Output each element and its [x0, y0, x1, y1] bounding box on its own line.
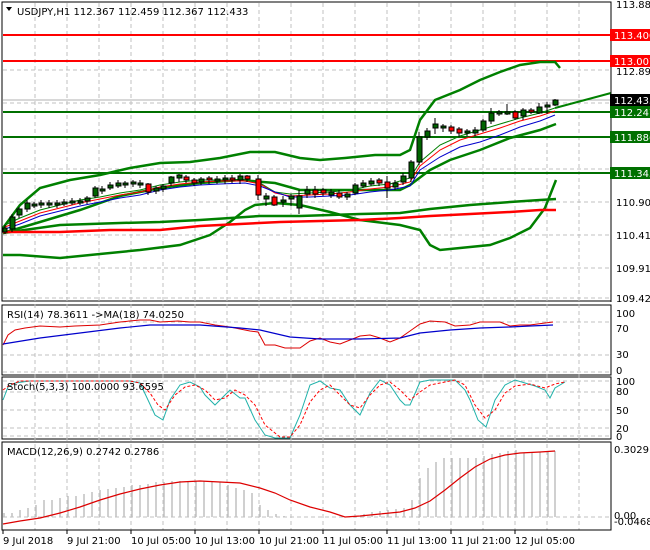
price-tag-label: 113.007 [614, 57, 650, 68]
time-label: 11 Jul 05:00 [323, 536, 383, 547]
rsi-line [2, 319, 554, 349]
stoch-tick: 50 [616, 406, 629, 417]
chart-title: USDJPY,H1 112.367 112.459 112.367 112.43… [17, 7, 248, 18]
rsi-tick: 30 [616, 350, 629, 361]
stoch-panel [1, 376, 612, 440]
stoch-tick: 80 [616, 387, 629, 398]
rsi-tick: 0 [616, 366, 622, 377]
rsi-tick: 100 [616, 309, 635, 320]
macd-indicator: MACD(12,26,9) 0.2742 0.2786 0.3029 0.00 … [2, 442, 650, 530]
price-tag-green [610, 167, 650, 179]
price-tick: 109.420 [616, 294, 650, 305]
price-axis: 113.880 112.890 110.900 110.410 109.910 … [610, 0, 650, 305]
ma-fast-blue [4, 114, 556, 230]
rsi-panel [1, 304, 612, 376]
price-tick: 112.890 [616, 67, 650, 78]
macd-signal-line [2, 450, 556, 525]
macd-histogram [3, 450, 556, 517]
vertical-grid [34, 3, 580, 530]
stoch-tick: 100 [616, 377, 635, 388]
price-tag-red [610, 55, 650, 67]
candles [2, 99, 559, 234]
macd-panel [1, 441, 612, 531]
rsi-title: RSI(14) 78.3611 ->MA(18) 74.0250 [7, 310, 184, 321]
price-tag-label: 111.886 [614, 133, 650, 144]
price-tag-green [610, 131, 650, 143]
stoch-tick: 0 [616, 432, 622, 443]
price-tag-green [610, 106, 650, 118]
rsi-indicator: RSI(14) 78.3611 ->MA(18) 74.0250 100 70 … [2, 305, 635, 377]
time-label: 10 Jul 21:00 [259, 536, 319, 547]
price-tick: 113.880 [616, 0, 650, 11]
stoch-indicator: Stoch(5,3,3) 100.0000 93.6595 100 80 50 … [2, 377, 635, 443]
price-tag-last [610, 94, 650, 106]
ma-fast-green [4, 107, 556, 226]
macd-tick: 0.3029 [614, 445, 649, 456]
chart-header: USDJPY,H1 112.367 112.459 112.367 112.43… [6, 7, 248, 18]
price-tag-red [610, 29, 650, 41]
price-tick: 109.910 [616, 264, 650, 275]
stoch-signal-line [2, 379, 566, 438]
rsi-ma-line [2, 324, 554, 345]
time-label: 10 Jul 05:00 [131, 536, 191, 547]
stoch-main-line [2, 379, 566, 439]
time-label: 9 Jul 21:00 [67, 536, 121, 547]
price-tag-label: 112.433 [614, 96, 650, 107]
price-tag-label: 112.247 [614, 108, 650, 119]
trend-line [554, 92, 612, 109]
macd-tick: -0.0468 [614, 517, 650, 528]
time-axis: 9 Jul 2018 9 Jul 21:00 10 Jul 05:00 10 J… [2, 529, 611, 547]
time-label: 11 Jul 13:00 [387, 536, 447, 547]
time-label: 10 Jul 13:00 [195, 536, 255, 547]
bollinger-lower [3, 179, 558, 260]
time-label: 11 Jul 21:00 [451, 536, 511, 547]
stoch-tick: 20 [616, 424, 629, 435]
time-label: 9 Jul 2018 [3, 536, 53, 547]
ma-red-long [3, 208, 556, 234]
dropdown-arrow-icon[interactable] [6, 7, 12, 11]
ma-green-long [2, 197, 557, 235]
rsi-tick: 70 [616, 324, 629, 335]
time-label: 12 Jul 05:00 [515, 536, 575, 547]
price-tick: 110.900 [616, 198, 650, 209]
stoch-title: Stoch(5,3,3) 100.0000 93.6595 [7, 382, 164, 393]
price-tag-label: 111.345 [614, 169, 650, 180]
price-tick: 110.410 [616, 231, 650, 242]
bollinger-middle [2, 122, 557, 235]
macd-tick: 0.00 [614, 511, 636, 522]
bollinger-upper [1, 60, 561, 229]
macd-title: MACD(12,26,9) 0.2742 0.2786 [7, 447, 159, 458]
main-panel [1, 1, 612, 302]
price-tag-label: 113.400 [614, 31, 650, 42]
